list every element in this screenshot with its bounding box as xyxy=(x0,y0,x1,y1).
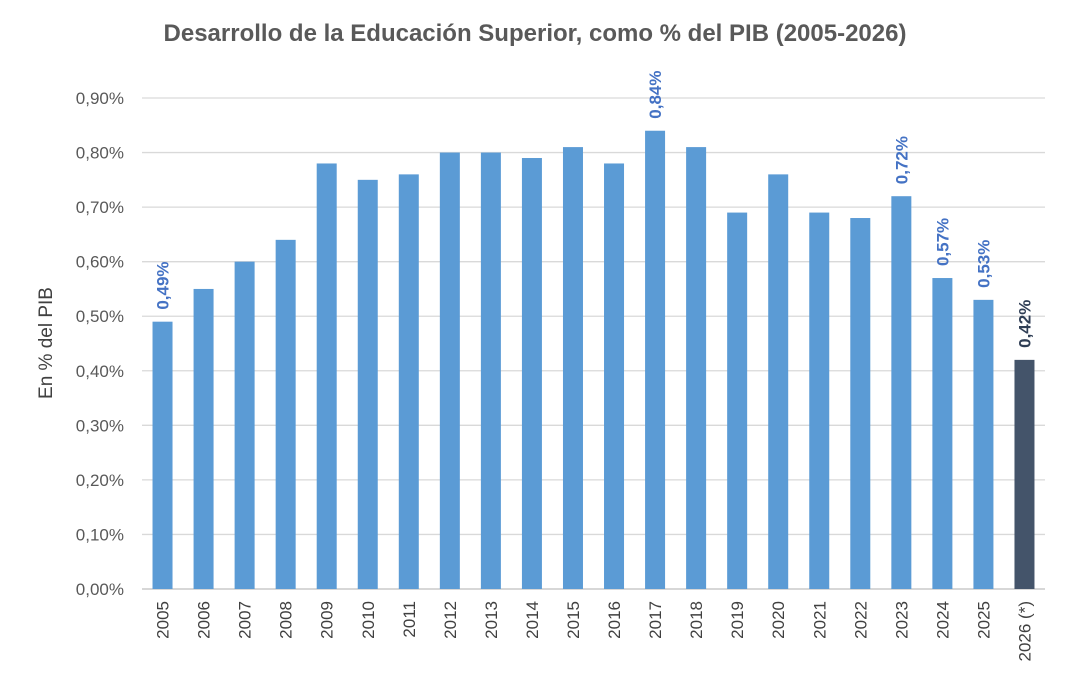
y-tick-label: 0,00% xyxy=(76,580,124,599)
x-tick-label: 2009 xyxy=(318,601,337,639)
x-tick-label: 2014 xyxy=(523,601,542,639)
y-axis-title: En % del PIB xyxy=(36,287,57,399)
x-tick-label: 2018 xyxy=(687,601,706,639)
bar-2011 xyxy=(398,174,419,589)
bar-2023 xyxy=(891,196,912,589)
x-tick-label: 2010 xyxy=(359,601,378,639)
x-tick-label: 2016 xyxy=(605,601,624,639)
x-tick-label: 2013 xyxy=(482,601,501,639)
data-label: 0,84% xyxy=(646,71,665,119)
data-label: 0,57% xyxy=(933,218,952,266)
y-tick-label: 0,50% xyxy=(76,307,124,326)
data-label: 0,49% xyxy=(154,261,173,309)
x-tick-label: 2008 xyxy=(277,601,296,639)
y-tick-label: 0,20% xyxy=(76,471,124,490)
bars xyxy=(152,130,1035,590)
bar-2013 xyxy=(480,152,501,590)
bar-2018 xyxy=(686,147,707,589)
bar-2010 xyxy=(357,179,378,590)
chart-title: Desarrollo de la Educación Superior, com… xyxy=(163,20,907,47)
x-axis-tick-labels: 2005 2006 2007 2008 2009 2010 2011 2012 2013 2014… xyxy=(154,601,1035,661)
data-label: 0,53% xyxy=(974,240,993,288)
x-tick-label: 2005 xyxy=(154,601,173,639)
bar-2006 xyxy=(193,288,214,589)
x-tick-label: 2012 xyxy=(441,601,460,639)
x-tick-label: 2023 xyxy=(892,601,911,639)
bar-2016 xyxy=(604,163,625,589)
y-tick-label: 0,10% xyxy=(76,525,124,544)
y-tick-label: 0,80% xyxy=(76,144,124,163)
bar-2014 xyxy=(521,158,542,589)
bar-2020 xyxy=(768,174,789,589)
x-tick-label: 2011 xyxy=(400,601,419,638)
x-tick-label: 2019 xyxy=(728,601,747,639)
bar-2026 xyxy=(1014,359,1035,589)
bar-2017 xyxy=(645,130,666,589)
bar-2022 xyxy=(850,218,871,589)
bar-2024 xyxy=(932,278,953,589)
data-label: 0,42% xyxy=(1015,300,1034,348)
x-tick-label: 2017 xyxy=(646,601,665,639)
y-tick-label: 0,60% xyxy=(76,253,124,272)
x-tick-label: 2024 xyxy=(933,601,952,639)
bar-2021 xyxy=(809,212,830,590)
x-tick-label: 2020 xyxy=(769,601,788,639)
bar-2007 xyxy=(234,261,255,589)
x-tick-label: 2026 (*) xyxy=(1015,601,1034,661)
x-tick-label: 2025 xyxy=(974,601,993,639)
bar-2008 xyxy=(275,239,296,589)
bar-2025 xyxy=(973,299,994,589)
x-tick-label: 2007 xyxy=(236,601,255,639)
bar-2015 xyxy=(562,147,583,589)
y-tick-label: 0,90% xyxy=(76,89,124,108)
bar-2009 xyxy=(316,163,337,589)
bar-2005 xyxy=(152,321,173,589)
x-tick-label: 2021 xyxy=(810,601,829,639)
x-tick-label: 2015 xyxy=(564,601,583,639)
y-axis-tick-labels: 0,00% 0,10% 0,20% 0,30% 0,40% 0,50% 0,60% 0,70%… xyxy=(76,89,124,599)
y-tick-label: 0,70% xyxy=(76,198,124,217)
x-tick-label: 2006 xyxy=(195,601,214,639)
data-label: 0,72% xyxy=(892,136,911,184)
y-tick-label: 0,30% xyxy=(76,416,124,435)
data-labels: 0,49% 0,84% 0,72% 0,57% 0,53% 0,42% xyxy=(154,71,1035,348)
bar-2012 xyxy=(439,152,460,590)
x-tick-label: 2022 xyxy=(851,601,870,639)
y-tick-label: 0,40% xyxy=(76,362,124,381)
bar-2019 xyxy=(727,212,748,590)
